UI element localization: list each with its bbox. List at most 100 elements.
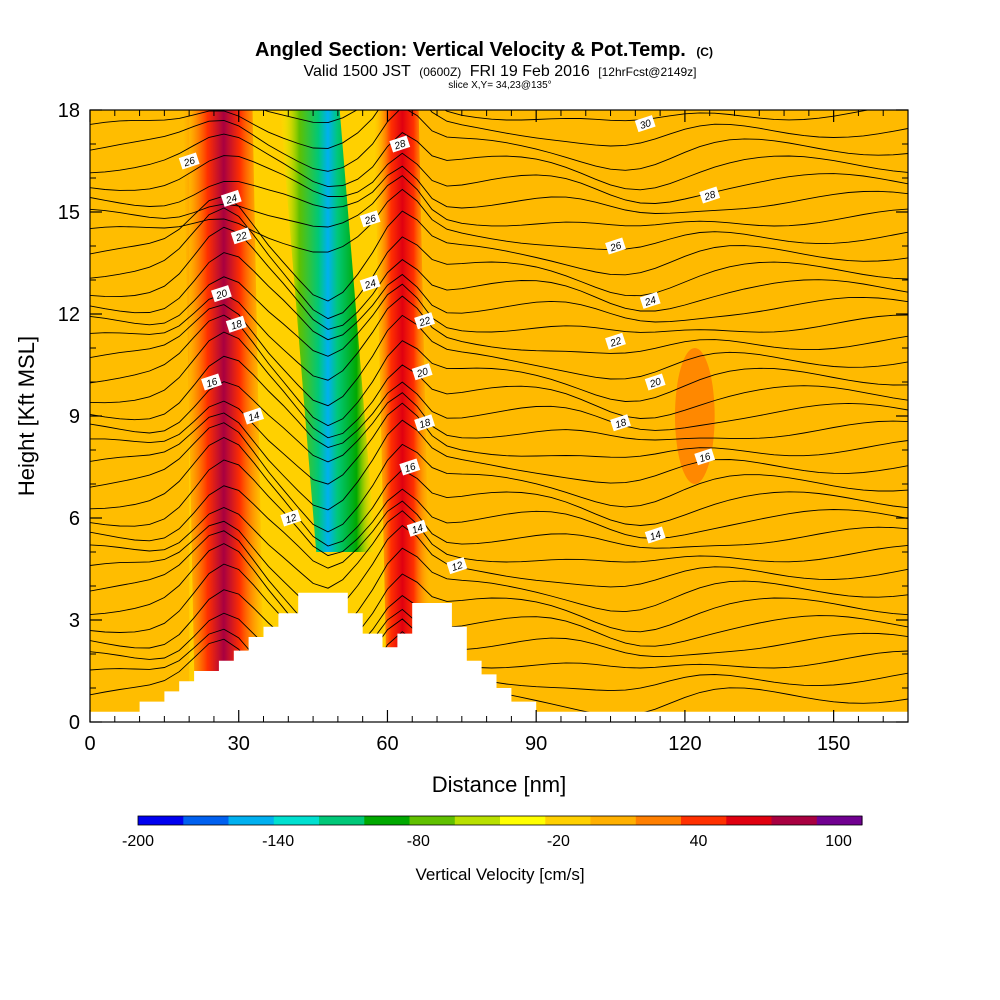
colorbar-swatch [454,816,501,825]
contour-label: 30 [634,115,656,133]
contour-label: 24 [359,274,381,292]
svg-text:18: 18 [418,417,432,431]
contour-label: 26 [605,237,626,255]
colorbar-swatch [138,816,184,825]
x-tick-label: 150 [817,733,850,755]
colorbar-swatch [319,816,365,825]
theta-contour [90,530,908,639]
svg-text:24: 24 [643,295,658,309]
contour-label: 14 [243,407,265,425]
svg-text:28: 28 [702,189,717,203]
valid-fcst: [12hrFcst@2149z] [598,65,696,79]
contour-label: 20 [644,373,666,391]
svg-text:14: 14 [247,410,261,424]
theta-contour [90,400,908,485]
contour-label: 28 [699,186,721,204]
svg-text:22: 22 [234,230,249,244]
colorbar-swatch [545,816,592,825]
theta-contour [90,422,908,533]
svg-text:20: 20 [415,366,430,380]
y-tick-label: 18 [58,100,80,122]
contour-label: 16 [399,458,421,476]
svg-text:30: 30 [639,118,653,132]
x-tick-label: 0 [84,733,95,755]
colorbar-swatch [590,816,637,825]
contour-label: 18 [414,414,436,432]
chart-title-suffix: (C) [696,45,713,59]
svg-text:28: 28 [392,138,407,152]
slice-info: slice X,Y= 34,23@135° [448,80,551,91]
contour-label: 12 [446,557,468,575]
colorbar-title: Vertical Velocity [cm/s] [415,865,584,884]
valid-date: FRI 19 Feb 2016 [470,63,590,80]
terrain-mask [90,592,908,722]
y-tick-label: 15 [58,202,80,224]
contour-label: 18 [225,315,247,333]
theta-contour [90,110,908,149]
colorbar-label: -200 [122,833,154,850]
theta-contour [90,543,908,655]
contour-label: 26 [178,152,200,170]
contour-label: 16 [201,373,222,391]
theta-contour [90,331,908,439]
svg-text:16: 16 [403,461,417,475]
field-layer: 26 24 22 20 18 16 14 12 28 26 24 22 20 18 16 14 12 30 28 26… [90,110,908,722]
contour-label: 20 [411,363,433,380]
contour-label: 26 [359,210,381,227]
svg-text:14: 14 [411,523,425,537]
svg-text:16: 16 [205,376,219,390]
theta-contour [90,110,908,172]
contour-label: 18 [610,414,631,432]
x-tick-label: 90 [525,733,547,755]
colorbar-swatch [183,816,230,825]
colorbar-swatch [681,816,727,825]
theta-contour [90,612,908,694]
field-feature-3 [674,348,715,484]
contour-label: 22 [605,332,626,350]
colorbar-swatch [500,816,546,825]
colorbar-swatch [816,816,863,825]
colorbar-swatch [228,816,275,825]
chart-title: Angled Section: Vertical Velocity & Pot.… [255,39,713,61]
theta-contour [90,485,908,569]
contour-label: 22 [230,227,252,244]
svg-text:12: 12 [284,512,298,526]
x-tick-label: 60 [376,733,398,755]
contour-label: 16 [694,448,716,466]
svg-text:20: 20 [648,376,663,390]
theta-contour [90,152,908,204]
contour-label: 28 [389,135,411,153]
colorbar-label: 100 [825,833,852,850]
contour-label: 14 [644,526,666,544]
valid-prefix: Valid 1500 JST [303,63,411,80]
colorbar-swatch [364,816,411,825]
theta-contour [90,563,908,665]
colorbar-label: -140 [262,833,294,850]
contour-label: 24 [639,291,661,309]
colorbar-label: -20 [547,833,570,850]
svg-text:16: 16 [698,451,712,465]
contour-label: 14 [406,519,428,537]
colorbar-swatch [771,816,818,825]
colorbar-swatch [273,816,320,825]
theta-contour [158,110,871,124]
svg-text:24: 24 [224,193,239,207]
svg-text:18: 18 [230,319,244,333]
colorbar-swatch [409,816,456,825]
theta-contour [90,507,908,589]
theta-contour [90,188,908,253]
y-tick-label: 3 [69,610,80,632]
contour-label: 22 [414,312,436,329]
valid-z: (0600Z) [419,65,461,79]
svg-text:22: 22 [608,336,623,350]
x-tick-label: 120 [668,733,701,755]
contour-label: 20 [210,285,232,302]
svg-text:22: 22 [417,315,432,329]
svg-text:20: 20 [214,288,229,302]
theta-contour [90,132,908,191]
colorbar-frame [137,815,863,826]
field-feature-0 [183,110,265,722]
y-axis-label: Height [Kft MSL] [14,336,39,496]
chart-title-main: Angled Section: Vertical Velocity & Pot.… [255,39,686,61]
